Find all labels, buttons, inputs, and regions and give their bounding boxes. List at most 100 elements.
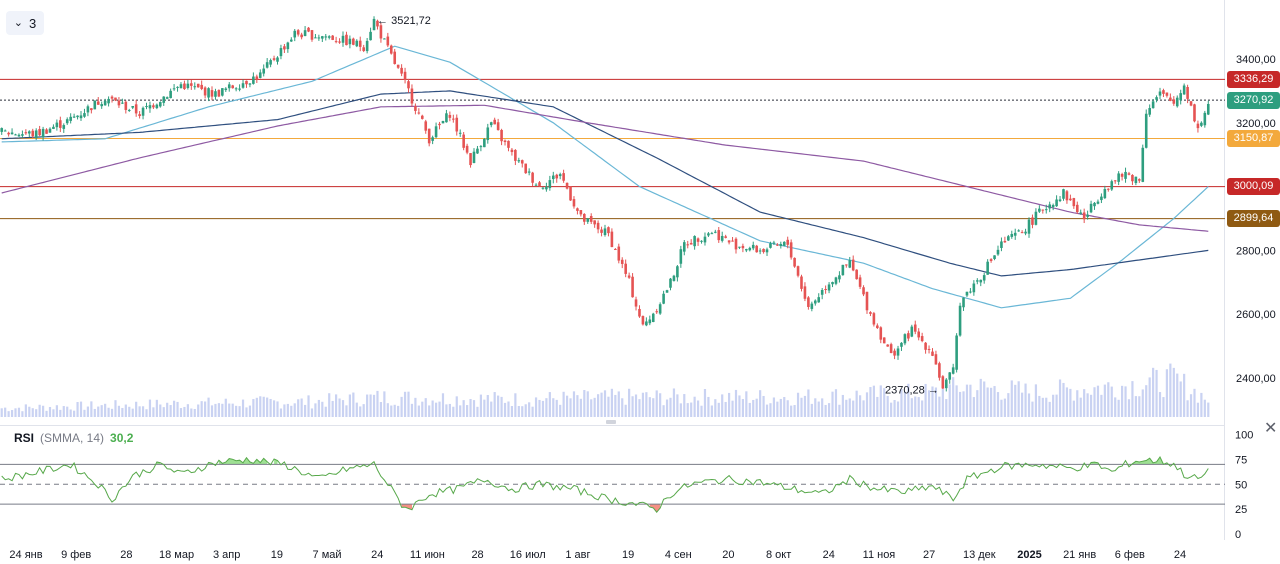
candle-body — [469, 153, 472, 166]
volume-bar — [1079, 397, 1082, 417]
rsi-legend[interactable]: RSI (SMMA, 14) 30,2 — [14, 431, 133, 445]
candle-body — [427, 128, 431, 144]
candle-body — [386, 36, 390, 46]
volume-bar — [490, 401, 493, 417]
volume-bar — [379, 402, 383, 417]
candle-body — [627, 275, 631, 278]
volume-bar — [886, 396, 889, 417]
volume-bar — [986, 387, 989, 417]
candle-body — [448, 114, 452, 118]
x-axis-tick: 24 — [823, 549, 835, 561]
candle-body — [514, 149, 517, 161]
volume-bar — [890, 402, 893, 417]
candle-body — [838, 275, 841, 280]
candle-body — [662, 293, 665, 304]
candle-body — [1144, 113, 1148, 148]
volume-bar — [852, 400, 855, 417]
candle-body — [607, 227, 610, 234]
x-axis-tick: 13 дек — [963, 549, 996, 561]
close-rsi-icon[interactable]: ✕ — [1264, 420, 1278, 437]
volume-bar — [1127, 399, 1131, 417]
y-axis-tick: 2600,00 — [1236, 309, 1276, 321]
candle-body — [831, 282, 834, 285]
volume-bar — [428, 405, 431, 417]
volume-bar — [645, 392, 648, 417]
candle-body — [138, 114, 141, 117]
volume-bar — [572, 391, 576, 417]
volume-bar — [210, 405, 214, 417]
volume-bar — [903, 391, 907, 417]
x-axis-tick: 1 авг — [565, 549, 590, 561]
candle-body — [1186, 86, 1189, 99]
volume-bar — [10, 410, 14, 417]
x-axis-tick: 6 фев — [1115, 549, 1145, 561]
volume-bar — [1152, 367, 1155, 417]
volume-bar — [407, 391, 410, 417]
candle-body — [334, 41, 338, 43]
candle-body — [286, 42, 290, 50]
candle-body — [565, 182, 569, 189]
volume-bar — [503, 402, 507, 417]
candle-body — [1100, 196, 1103, 201]
volume-bar — [510, 406, 514, 417]
volume-bar — [745, 391, 748, 417]
candle-body — [944, 379, 948, 389]
volume-bar — [841, 394, 844, 417]
candle-body — [441, 120, 445, 124]
volume-bar — [438, 401, 441, 417]
collapse-indicators-button[interactable]: ⌄ 3 — [6, 11, 44, 35]
volume-bar — [186, 404, 189, 417]
candle-body — [579, 210, 583, 215]
volume-bar — [55, 405, 58, 417]
volume-bar — [514, 393, 517, 417]
candle-body — [431, 137, 434, 141]
candle-body — [1003, 240, 1007, 243]
volume-bar — [679, 403, 682, 417]
volume-bar — [534, 397, 538, 417]
candle-body — [17, 134, 21, 137]
candle-body — [576, 208, 579, 211]
candle-body — [214, 91, 217, 97]
volume-bar — [631, 396, 634, 417]
candle-body — [369, 31, 372, 41]
candle-body — [424, 121, 428, 131]
volume-bar — [1193, 388, 1196, 417]
candle-body — [1041, 209, 1045, 211]
candle-body — [786, 239, 790, 245]
volume-bar — [1021, 392, 1024, 417]
volume-bar — [307, 395, 310, 417]
volume-bar — [862, 400, 865, 417]
candle-body — [820, 289, 824, 295]
candle-body — [1013, 232, 1017, 236]
candle-body — [851, 259, 855, 271]
volume-bar — [38, 404, 41, 417]
candle-body — [131, 105, 135, 108]
volume-bar — [193, 408, 196, 417]
volume-bar — [224, 398, 227, 417]
volume-bar — [1179, 381, 1182, 417]
candle-body — [414, 106, 417, 111]
candle-body — [572, 199, 576, 207]
candle-body — [1158, 91, 1162, 96]
volume-bar — [696, 400, 700, 417]
volume-bar — [172, 400, 176, 417]
volume-bar — [376, 390, 379, 417]
candle-body — [614, 249, 617, 251]
volume-bar — [255, 397, 258, 417]
volume-bar — [996, 392, 1000, 417]
candle-body — [538, 182, 541, 187]
rsi-axis-tick: 0 — [1235, 529, 1241, 541]
volume-bar — [448, 403, 451, 417]
volume-bar — [1169, 363, 1172, 417]
volume-bar — [1131, 381, 1134, 417]
candle-body — [524, 163, 528, 174]
candle-body — [789, 242, 793, 258]
volume-bar — [217, 403, 221, 417]
candle-body — [1051, 204, 1055, 207]
volume-bar — [614, 394, 617, 417]
candle-body — [862, 287, 865, 295]
candle-body — [796, 266, 800, 276]
candle-body — [1058, 199, 1062, 202]
candle-body — [869, 312, 872, 314]
